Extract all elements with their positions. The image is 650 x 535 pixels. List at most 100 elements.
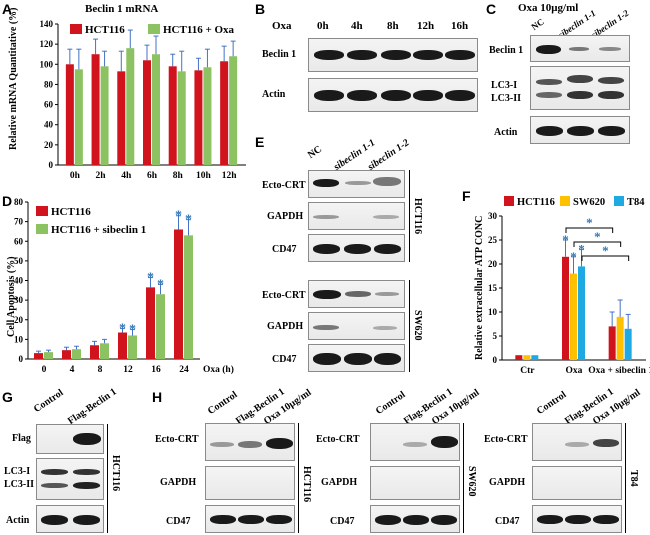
panel-b-time-2: 8h	[387, 20, 399, 32]
panel-e-lane-nc: NC	[305, 143, 324, 161]
x-tick-label: 2h	[96, 171, 107, 181]
bar	[523, 355, 531, 360]
y-tick-label: 70	[14, 217, 24, 227]
y-tick-label: 40	[44, 120, 54, 130]
significance-star: *	[147, 271, 154, 286]
bar	[229, 56, 238, 165]
legend-label-hct116: HCT116	[51, 206, 91, 218]
panel-label-a: A	[2, 1, 13, 17]
x-tick-label: 12h	[222, 171, 238, 181]
panel-e-sw-gapdh: GAPDH	[267, 321, 304, 332]
panel-c-row-lc3ii: LC3-II	[491, 93, 522, 104]
panel-label-c: C	[486, 1, 497, 17]
x-tick-label: 8	[98, 365, 103, 375]
bar	[616, 316, 624, 360]
bar	[184, 235, 193, 359]
y-tick-label: 20	[14, 315, 24, 325]
significance-star: *	[602, 243, 609, 258]
bar	[624, 328, 632, 360]
panel-h2-bracket	[463, 423, 464, 533]
bar	[128, 335, 137, 359]
panel-label-g: G	[2, 389, 13, 405]
panel-e-cell-sw: SW620	[412, 310, 423, 341]
y-tick-label: 0	[493, 355, 498, 365]
panel-b-time-1: 4h	[351, 20, 363, 32]
panel-g-blot-lc3	[36, 458, 104, 500]
significance-bracket	[581, 255, 630, 261]
panel-b-time-0: 0h	[317, 20, 329, 32]
bar	[74, 69, 83, 165]
panel-c-row-actin: Actin	[494, 127, 518, 138]
bar	[515, 355, 523, 360]
bar	[562, 256, 569, 360]
bar	[118, 332, 127, 359]
x-tick-label: Oxa + sibeclin 1	[588, 366, 650, 376]
y-tick-label: 25	[488, 235, 498, 245]
panel-b-blot-actin	[308, 78, 478, 112]
panel-c-blot-lc3	[530, 66, 630, 110]
significance-star: *	[157, 277, 164, 292]
chart-a: Beclin 1 mRNA Relative mRNA Quantitative…	[8, 3, 246, 181]
panel-h2-blot-crt	[370, 423, 460, 461]
x-tick-label: 12	[123, 365, 133, 375]
panel-h1-row-crt: Ecto-CRT	[155, 434, 199, 445]
significance-star: *	[570, 249, 577, 264]
bar	[156, 294, 165, 359]
panel-h1-blot-gapdh	[205, 466, 295, 500]
legend-swatch-hct116	[70, 24, 82, 34]
bar	[62, 350, 71, 359]
panel-e-cell-hct: HCT116	[412, 198, 423, 235]
y-tick-label: 40	[14, 276, 24, 286]
panel-b-time-3: 12h	[417, 20, 435, 32]
panel-e-sw-blot-crt	[308, 280, 405, 308]
panel-h1-row-gapdh: GAPDH	[160, 477, 197, 488]
y-tick-label: 60	[14, 236, 24, 246]
panel-b-time-4: 16h	[451, 20, 469, 32]
panel-h3-lane-control: Control	[534, 389, 569, 417]
panel-h3-cell: T84	[628, 470, 639, 487]
panel-e-sw-crt: Ecto-CRT	[262, 290, 306, 301]
x-tick-label: Ctr	[520, 366, 535, 376]
y-tick-label: 80	[44, 79, 54, 89]
y-tick-label: 10	[488, 307, 498, 317]
y-tick-label: 5	[493, 331, 498, 341]
bar	[34, 353, 43, 359]
bar	[168, 66, 177, 165]
panel-g-row-lc3i: LC3-I	[4, 466, 31, 477]
panel-c-row-beclin: Beclin 1	[489, 45, 524, 56]
bar	[608, 326, 616, 360]
panel-h1-bracket	[298, 423, 299, 533]
significance-star: *	[594, 229, 601, 244]
panel-h2-row-gapdh: GAPDH	[321, 477, 358, 488]
panel-g-row-lc3ii: LC3-II	[4, 479, 35, 490]
legend-swatch-oxa	[148, 24, 160, 34]
bar	[146, 287, 155, 359]
y-tick-label: 20	[44, 140, 54, 150]
panel-label-b: B	[255, 1, 266, 17]
panel-e-hct-blot-cd47	[308, 234, 405, 262]
panel-b-blot-beclin	[308, 38, 478, 72]
panel-label-f: F	[462, 188, 471, 204]
panel-g-blot-actin	[36, 505, 104, 533]
bar	[578, 266, 585, 360]
panel-e-sw-cd47: CD47	[272, 354, 297, 365]
panel-h2-row-cd47: CD47	[330, 516, 355, 527]
legend-label-si: HCT116 + sibeclin 1	[51, 224, 146, 236]
bar	[152, 54, 160, 165]
panel-g-lane-control: Control	[31, 387, 66, 415]
bar	[203, 67, 212, 165]
x-axis-unit: Oxa (h)	[203, 364, 234, 375]
bar	[65, 64, 74, 165]
panel-label-h: H	[152, 389, 163, 405]
chart-f: Relative extracellular ATP CONC 0 5 10 15 20…	[474, 196, 650, 376]
panel-c-lane-nc: NC	[529, 16, 546, 32]
bar	[177, 71, 186, 165]
bar	[90, 345, 99, 359]
panel-h1-row-cd47: CD47	[166, 516, 191, 527]
panel-h2-blot-cd47	[370, 505, 460, 533]
bar	[91, 54, 100, 165]
y-tick-label: 0	[49, 160, 54, 170]
panel-g-lane-flag: Flag-Beclin 1	[65, 386, 119, 427]
bar	[126, 48, 135, 165]
x-tick-label: 10h	[196, 171, 212, 181]
